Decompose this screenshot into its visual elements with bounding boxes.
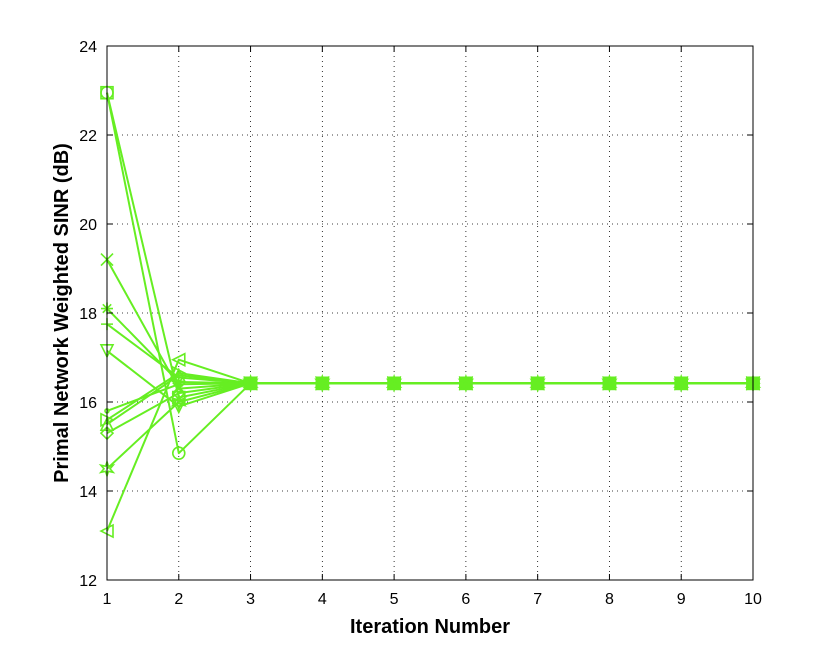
- y-tick-label: 18: [79, 306, 97, 323]
- series-markers-2: [100, 85, 760, 405]
- grid-lines: [107, 46, 753, 580]
- y-tick-label: 12: [79, 573, 97, 590]
- series-markers: [98, 85, 762, 539]
- series-line-2: [106, 92, 753, 399]
- tick-marks: [106, 45, 754, 581]
- x-tick-label: 2: [174, 591, 183, 608]
- marker-triangle-right: [530, 376, 546, 391]
- y-axis-title: Primal Network Weighted SINR (dB): [51, 143, 73, 483]
- x-tick-label: 9: [677, 591, 686, 608]
- marker-square: [171, 390, 186, 405]
- y-tick-label: 14: [79, 484, 97, 501]
- series-markers-3: [100, 253, 760, 396]
- x-tick-label: 1: [103, 591, 112, 608]
- x-tick-label: 7: [533, 591, 542, 608]
- marker-hexagram: [170, 392, 187, 412]
- marker-triangle-down: [171, 399, 187, 415]
- series-line-11: [106, 358, 753, 532]
- x-axis-title: Iteration Number: [350, 616, 510, 638]
- plot-frame: [106, 45, 754, 581]
- x-tick-label: 8: [605, 591, 614, 608]
- marker-circle: [171, 446, 186, 460]
- marker-diamond: [171, 385, 186, 401]
- x-tick-label: 10: [744, 591, 762, 608]
- y-tick-label: 16: [79, 395, 97, 412]
- x-tick-labels: 1 2 3 4 5 6 7 8 9 10: [103, 591, 762, 608]
- marker-triangle-right: [243, 376, 259, 391]
- marker-triangle-right: [459, 376, 474, 391]
- series-line-9: [106, 382, 753, 434]
- series-line-5: [106, 323, 753, 385]
- marker-triangle-right: [674, 376, 690, 391]
- series-line-4: [106, 307, 753, 385]
- x-tick-label: 6: [461, 591, 470, 608]
- series-markers-11: [99, 352, 760, 539]
- y-tick-label: 20: [79, 217, 97, 234]
- series-lines: [106, 92, 753, 532]
- y-tick-label: 24: [79, 39, 97, 56]
- marker-x: [172, 382, 186, 396]
- marker-triangle-right: [171, 365, 187, 381]
- marker-triangle-right: [315, 376, 331, 391]
- y-tick-labels: 12 14 16 18 20 22 24: [79, 39, 97, 590]
- marker-triangle-right: [387, 376, 402, 391]
- series-markers-1: [100, 85, 760, 460]
- y-tick-label: 22: [79, 128, 97, 145]
- x-tick-label: 3: [246, 591, 255, 608]
- series-line-3: [106, 259, 753, 390]
- series-line-10: [106, 382, 753, 470]
- series-line-12: [106, 372, 753, 421]
- x-tick-label: 4: [318, 591, 327, 608]
- marker-triangle-right: [602, 376, 618, 391]
- x-tick-label: 5: [390, 591, 399, 608]
- marker-triangle-left: [170, 352, 186, 368]
